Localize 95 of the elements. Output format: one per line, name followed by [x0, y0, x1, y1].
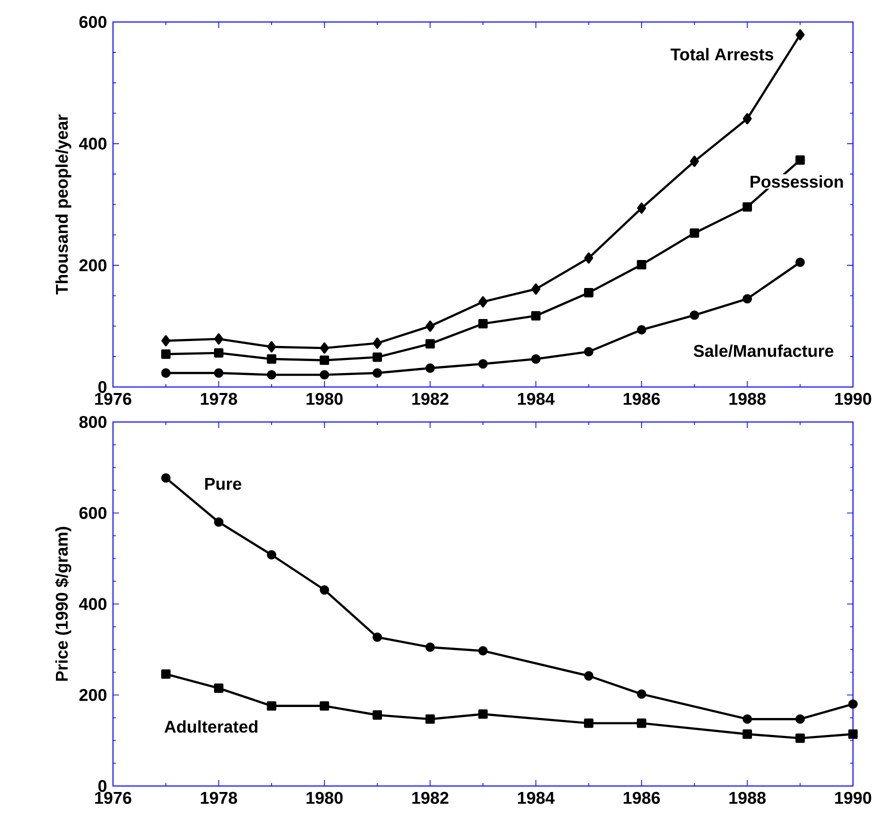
point: [425, 642, 435, 652]
point: [161, 349, 171, 359]
x-tick-label: 1980: [306, 792, 343, 804]
series-label: Total Arrests: [670, 48, 774, 60]
point: [266, 701, 276, 711]
point: [848, 729, 858, 739]
point: [742, 714, 752, 724]
x-tick-label: 1990: [835, 392, 872, 405]
point: [690, 310, 700, 320]
point: [742, 729, 752, 739]
point: [478, 359, 488, 369]
point: [636, 718, 646, 728]
point: [214, 333, 224, 345]
point: [795, 258, 805, 267]
point: [320, 370, 330, 380]
point: [478, 296, 488, 308]
x-tick-label: 1988: [729, 392, 766, 405]
point: [372, 632, 382, 642]
point: [478, 319, 488, 328]
point: [320, 701, 330, 711]
point: [531, 283, 540, 295]
point: [584, 671, 594, 681]
series-label: Possession: [750, 175, 843, 188]
y-tick-label: 400: [79, 598, 106, 610]
point: [372, 352, 382, 362]
point: [795, 734, 805, 743]
x-tick-label: 1976: [95, 392, 132, 405]
point: [584, 288, 594, 298]
point: [214, 368, 224, 378]
y-axis-title: Price (1990 $/gram): [55, 526, 72, 681]
x-tick-label: 1988: [729, 792, 766, 804]
point: [742, 202, 752, 212]
point: [584, 718, 594, 728]
x-tick-label: 1982: [412, 392, 448, 405]
point: [636, 325, 646, 335]
series-label: Adulterated: [164, 720, 258, 733]
x-tick-label: 1986: [624, 392, 660, 405]
point: [161, 335, 170, 346]
point: [636, 689, 646, 699]
point: [320, 585, 330, 595]
x-tick-label: 1984: [518, 792, 555, 804]
x-tick-label: 1984: [518, 392, 555, 405]
x-tick-label: 1990: [835, 792, 872, 804]
point: [742, 113, 752, 124]
point: [425, 339, 435, 348]
point: [372, 710, 382, 720]
x-tick-label: 1986: [624, 792, 660, 804]
point: [584, 252, 594, 264]
y-tick-label: 600: [79, 16, 106, 28]
point: [848, 699, 858, 709]
point: [214, 683, 224, 693]
x-tick-label: 1982: [412, 792, 448, 804]
x-tick-label: 1978: [200, 392, 238, 405]
point: [372, 368, 382, 378]
point: [320, 356, 330, 365]
y-tick-label: 400: [79, 138, 106, 150]
point: [425, 714, 435, 724]
point: [214, 348, 224, 358]
y-tick-label: 800: [79, 416, 106, 428]
point: [637, 202, 646, 214]
series-label: Pure: [205, 478, 242, 490]
point: [478, 709, 488, 719]
point: [690, 156, 699, 167]
y-tick-label: 600: [79, 506, 106, 520]
point: [267, 341, 276, 352]
point: [584, 347, 594, 356]
point: [161, 368, 171, 378]
point: [531, 311, 541, 321]
point: [795, 155, 805, 165]
point: [478, 646, 488, 656]
point: [425, 363, 435, 373]
x-tick-label: 1978: [200, 792, 238, 804]
y-tick-label: 200: [79, 688, 106, 702]
point: [426, 320, 435, 332]
point: [161, 473, 171, 483]
point: [690, 228, 700, 238]
x-tick-label: 1980: [306, 392, 343, 405]
series-label: Sale/Manufacture: [694, 344, 834, 358]
point: [320, 342, 329, 354]
point: [742, 294, 752, 304]
point: [266, 354, 276, 364]
y-tick-label: 0: [98, 380, 106, 394]
point: [531, 354, 541, 364]
y-tick-label: 0: [98, 780, 106, 792]
point: [372, 338, 382, 349]
point: [796, 29, 805, 40]
point: [161, 669, 171, 679]
point: [266, 550, 276, 560]
point: [214, 517, 224, 527]
y-axis-title: Thousand people/year: [55, 114, 72, 295]
x-tick-label: 1976: [95, 792, 132, 804]
point: [636, 260, 646, 270]
point: [795, 714, 805, 724]
point: [266, 370, 276, 380]
y-tick-label: 200: [79, 259, 106, 272]
